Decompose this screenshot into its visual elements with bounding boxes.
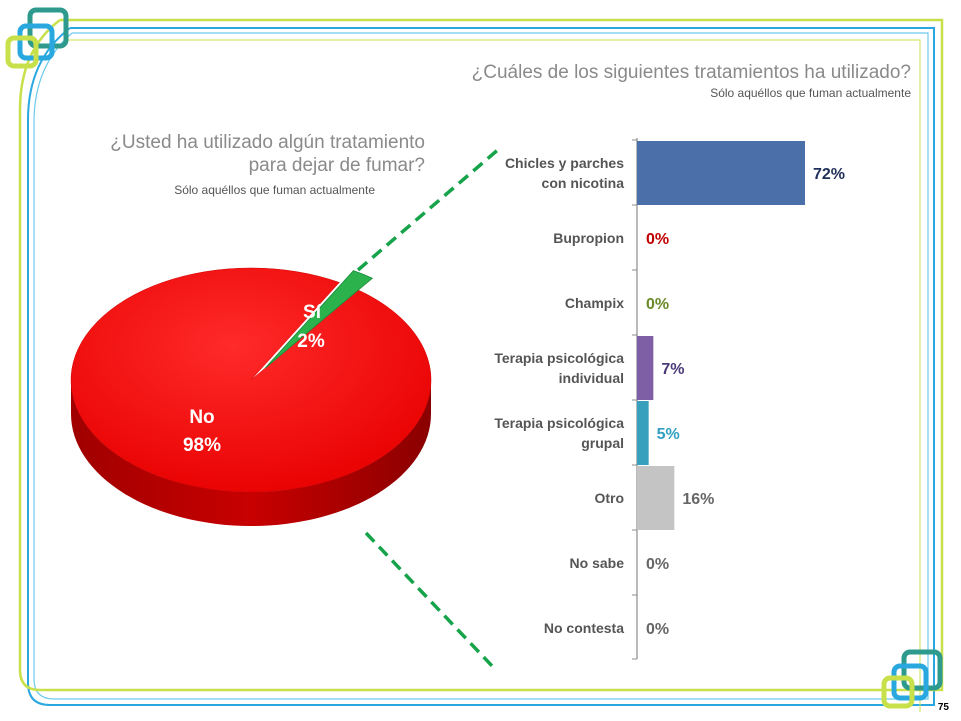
- pie-chart-title: ¿Usted ha utilizado algún tratamiento pa…: [60, 131, 425, 177]
- logo-top-left: [5, 7, 69, 69]
- bar-value-label: 0%: [646, 296, 669, 313]
- pie-title-line1: ¿Usted ha utilizado algún tratamiento: [110, 132, 425, 153]
- bar-category-label: Champix: [565, 295, 624, 311]
- bar-otro: [637, 466, 675, 530]
- pie-side: [71, 380, 431, 526]
- pie-value-si: 2%: [297, 331, 325, 352]
- pie-label-no: No: [189, 407, 214, 428]
- bar-value-label: 72%: [813, 166, 845, 183]
- bar-terapia-psicologica-individual: [637, 336, 654, 400]
- pie-slice-si: [264, 270, 374, 369]
- connector-line-bottom: [364, 531, 496, 670]
- pie-chart: Sí 2% No 98%: [70, 267, 432, 526]
- connector-line-top: [356, 146, 502, 272]
- connector-lines: [356, 146, 502, 670]
- bar-category-label: Terapia psicológica: [494, 350, 624, 366]
- bar-category-label: No sabe: [570, 555, 625, 571]
- bar-category-label: Chicles y parches: [505, 155, 624, 171]
- bar-terapia-psicologica-grupal: [637, 401, 649, 465]
- bar-value-label: 0%: [646, 621, 669, 638]
- bar-chart-title: ¿Cuáles de los siguientes tratamientos h…: [471, 62, 911, 83]
- pie-chart-subtitle: Sólo aquéllos que fuman actualmente: [174, 183, 375, 197]
- bar-value-label: 0%: [646, 231, 669, 248]
- bar-value-label: 16%: [682, 491, 714, 508]
- bar-category-label: Otro: [594, 490, 624, 506]
- bar-category-label: Terapia psicológica: [494, 415, 624, 431]
- page-number: 75: [937, 702, 949, 713]
- bar-value-label: 5%: [657, 426, 680, 443]
- bar-category-label: con nicotina: [542, 175, 625, 191]
- logo-bottom-right: [881, 649, 943, 709]
- pie-value-no: 98%: [183, 435, 221, 456]
- pie-title-line2: para dejar de fumar?: [248, 155, 425, 176]
- bar-category-label: individual: [559, 370, 624, 386]
- pie-slice-no: [70, 267, 432, 493]
- bar-chicles-y-parches-con-nicotina: [637, 141, 805, 205]
- bar-category-label: Bupropion: [553, 230, 624, 246]
- bar-value-label: 0%: [646, 556, 669, 573]
- bar-category-label: No contesta: [544, 620, 624, 636]
- pie-label-si: Sí: [303, 302, 322, 323]
- bar-chart: Chicles y parches con nicotina 72% Bupropio…: [494, 138, 845, 660]
- bar-value-label: 7%: [661, 361, 684, 378]
- bar-chart-subtitle: Sólo aquéllos que fuman actualmente: [710, 86, 911, 100]
- bar-category-label: grupal: [581, 435, 624, 451]
